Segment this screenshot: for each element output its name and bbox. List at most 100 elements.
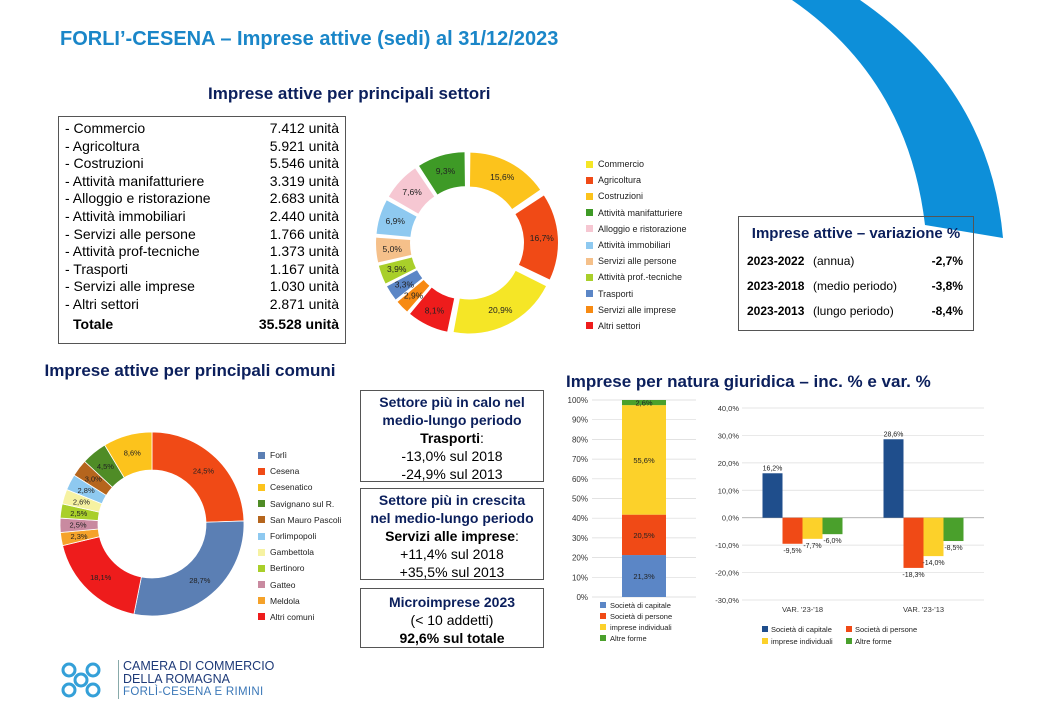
legend-swatch <box>586 241 593 249</box>
legend-swatch <box>586 290 593 298</box>
legend-swatch <box>600 624 606 630</box>
declining-line2: medio-lungo periodo <box>382 412 522 428</box>
legend-swatch <box>258 564 265 572</box>
legend-swatch <box>586 209 593 217</box>
y-tick-label: 0,0% <box>722 514 739 523</box>
declining-suffix: : <box>480 430 484 446</box>
legend-item-altri-settori: Altri settori <box>586 318 687 334</box>
legend-swatch <box>586 273 593 281</box>
natura-variation-chart: -30,0% -20,0% -10,0% 0,0% 10,0% 20,0% 30,0% 40,… <box>715 404 984 646</box>
legend-label: San Mauro Pascoli <box>270 514 342 525</box>
slice-label-servizi-alle-imprese: 2,9% <box>404 291 424 301</box>
y-tick-label: 10% <box>572 573 588 582</box>
table-row: - Altri settori 2.871 unità <box>65 296 339 314</box>
legend-swatch <box>586 306 593 314</box>
bar-label: -7,7% <box>803 543 821 550</box>
legend-label: Bertinoro <box>270 563 305 574</box>
bar-societa-di-capitale-0 <box>762 473 783 518</box>
natura-incidence-chart: 0% 10% 20% 30% 40% 50% 60% 70% 80% 90% 100% 21,3% 20… <box>568 396 696 643</box>
legend-swatch <box>258 516 265 524</box>
logo-text: CAMERA DI COMMERCIO DELLA ROMAGNA FORLÌ-… <box>118 660 274 699</box>
table-row: - Costruzioni 5.546 unità <box>65 155 339 173</box>
y-tick-label: 80% <box>572 435 588 444</box>
variation-value: -8,4% <box>931 304 963 318</box>
slice-label-savignano-sul-r: 4,5% <box>97 462 114 471</box>
slice-trasporti <box>387 270 423 300</box>
bar-label: -14,0% <box>922 560 944 567</box>
legend-item-gambettola: Gambettola <box>258 544 341 560</box>
legend-swatch <box>258 500 265 508</box>
legend-label: Cesena <box>270 466 300 477</box>
legend-label: Servizi alle imprese <box>598 304 677 315</box>
row-name: - Attività prof-tecniche <box>65 243 200 260</box>
sector-table: - Commercio 7.412 unità - Agricoltura 5.92… <box>58 116 346 344</box>
legend-item-gatteo: Gatteo <box>258 577 341 593</box>
growing-suffix: : <box>515 528 519 544</box>
legend-item-commercio: Commercio <box>586 156 687 172</box>
declining-line1: Settore più in calo nel <box>379 394 525 410</box>
row-name: - Altri settori <box>65 295 139 312</box>
slice-label-meldola: 2,3% <box>70 532 87 541</box>
slice-label-attivita-manifatturiere: 9,3% <box>436 166 456 176</box>
table-total-row: Totale 35.528 unità <box>65 316 339 334</box>
micro-enterprises-box: Microimprese 2023 (< 10 addetti) 92,6% s… <box>360 588 544 648</box>
decorative-arc <box>708 0 1003 238</box>
legend-swatch <box>846 638 852 644</box>
y-tick-label: 90% <box>572 416 588 425</box>
row-name: - Commercio <box>65 120 146 136</box>
row-name: - Servizi alle imprese <box>65 278 195 295</box>
y-tick-label: 10,0% <box>718 486 740 495</box>
legend-item-attivita-prof-tecniche: Attività prof.-tecniche <box>586 269 687 285</box>
variation-period: 2023-2022 <box>747 254 805 268</box>
slice-attivita-manifatturiere <box>419 152 465 195</box>
row-value: 2.440 unità <box>269 207 339 224</box>
slice-label-agricoltura: 16,7% <box>530 233 555 243</box>
legend-label: Costruzioni <box>598 191 644 202</box>
bar-label: 28,6% <box>884 431 904 438</box>
legend-item-meldola: Meldola <box>258 593 341 609</box>
legend-label: Trasporti <box>598 288 634 299</box>
variation-value: -2,7% <box>931 254 963 268</box>
bar-imprese-individuali <box>622 405 666 515</box>
logo-ring <box>73 672 89 688</box>
slice-alloggio-e-ristorazione <box>388 168 435 214</box>
bar-label: -18,3% <box>902 572 924 579</box>
comuni-donut-chart: 24,5% 28,7% 18,1% 2,3% 2,5% 2,5% 2,6% 2,8% 3,0% 4… <box>59 431 245 617</box>
legend-label: Meldola <box>270 595 300 606</box>
slice-label-altri-comuni: 18,1% <box>90 573 112 582</box>
slice-label-commercio: 20,9% <box>488 305 513 315</box>
slice-cesena <box>151 431 245 523</box>
legend-swatch <box>258 451 265 459</box>
legend-label: Forlimpopoli <box>270 531 317 542</box>
y-tick-label: 100% <box>568 396 588 405</box>
legend-swatch <box>586 225 593 233</box>
legend-item-bertinoro: Bertinoro <box>258 560 341 576</box>
logo-ring <box>61 662 77 678</box>
growing-line2: nel medio-lungo periodo <box>370 510 534 526</box>
bar-societa-di-persone-1 <box>903 517 924 568</box>
row-value: 5.921 unità <box>269 137 339 154</box>
slice-commercio <box>453 270 547 334</box>
bar-societa-di-capitale-1 <box>883 439 904 518</box>
variation-row: 2023-2022 (annua) -2,7% <box>739 254 973 279</box>
legend-swatch <box>600 635 606 641</box>
declining-v1: -13,0% sul 2018 <box>401 448 503 464</box>
legend-label-altre-forme: Altre forme <box>855 637 892 646</box>
legend-label: Attività prof.-tecniche <box>598 272 683 283</box>
slice-costruzioni <box>469 152 541 210</box>
legend-swatch <box>600 602 606 608</box>
slice-label-gambettola: 2,6% <box>73 498 90 507</box>
bar-altre-forme-0 <box>822 517 843 535</box>
legend-label: Altri settori <box>598 320 641 331</box>
legend-item-attivita-manifatturiere: Attività manifatturiere <box>586 205 687 221</box>
slice-label-bertinoro: 2,5% <box>70 509 87 518</box>
slice-servizi-alle-persone <box>376 237 412 263</box>
logo-line3: FORLÌ-CESENA E RIMINI <box>123 686 264 698</box>
row-value: 1.766 unità <box>269 225 339 242</box>
table-row: - Attività prof-tecniche 1.373 unità <box>65 243 339 261</box>
legend-item-servizi-alle-persone: Servizi alle persone <box>586 253 687 269</box>
logo-ring <box>85 682 101 698</box>
bar-label: 16,2% <box>763 465 783 472</box>
legend-item-forlimpopoli: Forlimpopoli <box>258 528 341 544</box>
slice-label-costruzioni: 15,6% <box>490 172 515 182</box>
